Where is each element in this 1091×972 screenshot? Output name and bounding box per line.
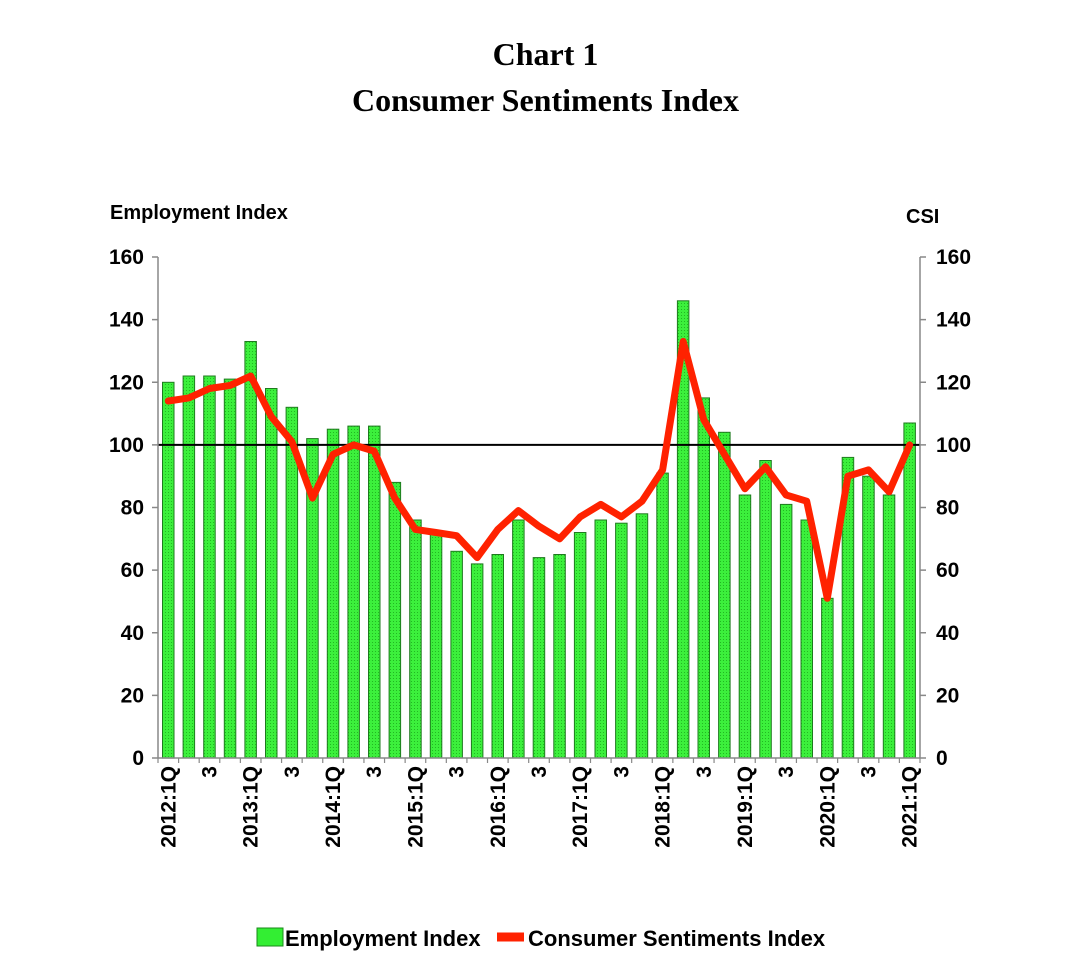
y-tick-label-right-0: 0: [936, 747, 948, 770]
y-tick-label-left-60: 60: [121, 559, 144, 582]
bar-2018-1q: [656, 472, 669, 759]
legend: Employment Index Consumer Sentiments Ind…: [256, 926, 826, 951]
bar-2015-2q: [429, 532, 443, 759]
x-tick-label-28: 2019:1Q: [734, 766, 757, 848]
bar-2015-1q: [409, 519, 422, 759]
bar-2016-4q: [553, 554, 566, 759]
x-tick-label-8: 2014:1Q: [322, 766, 345, 848]
bar-2020-4q: [882, 494, 896, 759]
y-tick-label-right-20: 20: [936, 684, 959, 707]
bar-2017-2q: [594, 519, 607, 759]
y-tick-label-left-0: 0: [132, 747, 144, 770]
bar-2019-1q: [738, 494, 752, 759]
legend-swatch-employment: [256, 927, 284, 947]
y-tick-label-right-140: 140: [936, 309, 971, 332]
bar-2018-3q: [697, 397, 710, 759]
y-tick-label-right-160: 160: [936, 246, 971, 269]
x-tick-label-14: 3: [446, 766, 469, 778]
x-tick-label-10: 3: [363, 766, 386, 778]
x-tick-label-4: 2013:1Q: [240, 766, 263, 848]
bar-2020-1q: [821, 597, 834, 759]
bar-2017-1q: [573, 532, 587, 759]
bar-2014-4q: [388, 481, 402, 759]
legend-label-csi: Consumer Sentiments Index: [528, 926, 826, 951]
y-tick-label-right-100: 100: [936, 434, 971, 457]
bar-2017-4q: [635, 513, 649, 759]
x-tick-label-0: 2012:1Q: [157, 766, 180, 848]
y-axis-title-left: Employment Index: [110, 202, 288, 224]
bar-2019-4q: [800, 519, 813, 759]
y-tick-label-right-60: 60: [936, 559, 959, 582]
chart-title-line2: Consumer Sentiments Index: [352, 82, 739, 118]
chart-title-line1: Chart 1: [492, 36, 599, 72]
y-tick-label-right-40: 40: [936, 622, 959, 645]
bar-2012-3q: [203, 375, 216, 759]
bar-2014-3q: [368, 425, 381, 759]
bars-layer: [162, 300, 916, 759]
ticks-layer: 0 0 20 20 40 40 60 60 80 80 100 100 120 120 140 140 160 1…: [109, 246, 971, 848]
y-tick-label-left-120: 120: [109, 371, 144, 394]
x-tick-label-18: 3: [528, 766, 551, 778]
series-line-csi: [164, 338, 914, 602]
bar-2014-1q: [326, 428, 340, 759]
x-tick-label-30: 3: [775, 766, 798, 778]
y-tick-label-left-100: 100: [109, 434, 144, 457]
x-tick-label-2: 3: [198, 766, 221, 778]
bar-2012-1q: [162, 381, 175, 759]
bar-2018-4q: [718, 431, 731, 759]
bar-2019-2q: [759, 460, 772, 759]
y-tick-label-left-80: 80: [121, 497, 144, 520]
bar-2021-1q: [903, 422, 916, 759]
x-tick-label-12: 2015:1Q: [404, 766, 427, 848]
y-axis-title-right: CSI: [906, 206, 939, 228]
y-tick-label-left-160: 160: [109, 246, 144, 269]
x-tick-label-6: 3: [281, 766, 304, 778]
x-tick-label-32: 2020:1Q: [816, 766, 839, 848]
x-tick-label-24: 2018:1Q: [652, 766, 675, 848]
legend-label-employment: Employment Index: [285, 926, 481, 951]
bar-2016-2q: [512, 519, 525, 759]
bar-2014-2q: [347, 425, 360, 759]
bar-2016-1q: [491, 554, 504, 759]
x-tick-label-36: 2021:1Q: [899, 766, 922, 848]
bar-2016-3q: [532, 557, 546, 759]
y-tick-label-right-120: 120: [936, 371, 971, 394]
bar-2013-1q: [244, 341, 257, 759]
x-tick-label-16: 2016:1Q: [487, 766, 510, 848]
y-tick-label-left-140: 140: [109, 309, 144, 332]
x-tick-label-26: 3: [693, 766, 716, 778]
bar-2012-2q: [182, 375, 196, 759]
bar-2017-3q: [615, 522, 628, 759]
y-tick-label-left-40: 40: [121, 622, 144, 645]
bar-2019-3q: [779, 503, 793, 759]
bar-2015-4q: [470, 563, 484, 759]
y-tick-label-right-80: 80: [936, 497, 959, 520]
x-tick-label-20: 2017:1Q: [569, 766, 592, 848]
bar-2020-3q: [862, 475, 875, 759]
x-tick-label-34: 3: [858, 766, 881, 778]
bar-2012-4q: [223, 378, 237, 759]
bar-2015-3q: [450, 550, 463, 759]
y-tick-label-left-20: 20: [121, 684, 144, 707]
x-tick-label-22: 3: [610, 766, 633, 778]
